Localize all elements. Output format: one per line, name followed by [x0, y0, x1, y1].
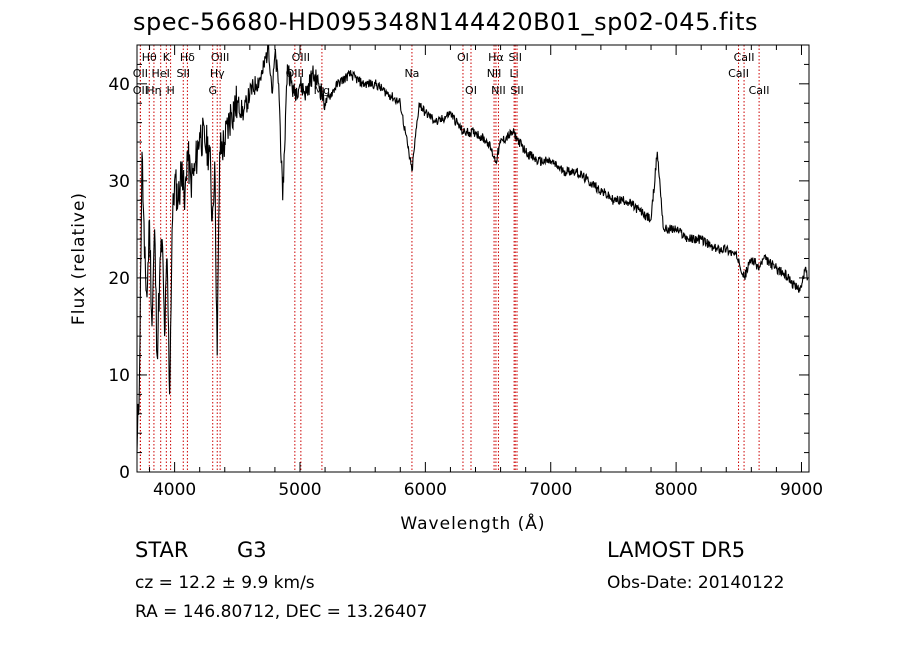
line-marker-label: CaII [734, 51, 755, 64]
line-marker-label: Na [404, 67, 419, 80]
y-tick-label: 40 [108, 75, 130, 95]
line-marker-label: SII [509, 51, 522, 64]
spectral-subclass: G3 [237, 538, 267, 562]
x-tick-label: 7000 [529, 480, 572, 500]
plot-frame [136, 44, 810, 473]
x-tick-label: 6000 [404, 480, 447, 500]
y-tick-label: 10 [108, 366, 130, 386]
survey-name: LAMOST DR5 [607, 538, 746, 562]
line-marker-label: OI [457, 51, 469, 64]
x-axis-label: Wavelength (Å) [400, 512, 545, 534]
line-marker-label: Hδ [180, 51, 195, 64]
line-marker-label: H [166, 84, 174, 97]
line-marker-label: Hθ [142, 51, 157, 64]
line-marker-label: Hη [146, 84, 161, 97]
ra-dec-coordinates: RA = 146.80712, DEC = 13.26407 [135, 602, 428, 622]
y-tick-label: 0 [119, 463, 130, 483]
x-tick-label: 5000 [278, 480, 321, 500]
line-marker-label: OI [465, 84, 477, 97]
line-marker-label: Hγ [210, 67, 225, 80]
y-axis-label: Flux (relative) [69, 192, 89, 325]
spectrum-line [136, 44, 809, 453]
line-marker-label: NII [487, 67, 502, 80]
line-marker-label: CaII [728, 67, 749, 80]
line-marker-label: Li [510, 67, 519, 80]
y-tick-label: 30 [108, 172, 130, 192]
line-marker-label: HeI [152, 67, 170, 80]
axes-layer [136, 44, 810, 473]
line-marker-label: SII [177, 67, 190, 80]
line-marker-label: SII [510, 84, 523, 97]
line-marker-label: K [163, 51, 171, 64]
x-tick-label: 8000 [654, 480, 697, 500]
x-tick-label: 4000 [153, 480, 196, 500]
line-marker-label: OIII [292, 51, 310, 64]
line-marker-label: Hα [488, 51, 504, 64]
line-marker-label: OIII [211, 51, 229, 64]
tick-layer: 4000 5000 6000 7000 8000 9000 0 10 20 30 40 [108, 45, 823, 500]
line-marker-label: CaII [749, 84, 770, 97]
observation-date: Obs-Date: 20140122 [607, 573, 785, 593]
line-marker-label: G [208, 84, 217, 97]
chart-title: spec-56680-HD095348N144420B01_sp02-045.f… [133, 8, 758, 36]
line-marker-label: NII [491, 84, 506, 97]
spectrum-layer [136, 44, 809, 453]
x-tick-label: 9000 [780, 480, 823, 500]
redshift-cz: cz = 12.2 ± 9.9 km/s [135, 573, 315, 593]
object-type: STAR [135, 538, 189, 562]
y-tick-label: 20 [108, 269, 130, 289]
